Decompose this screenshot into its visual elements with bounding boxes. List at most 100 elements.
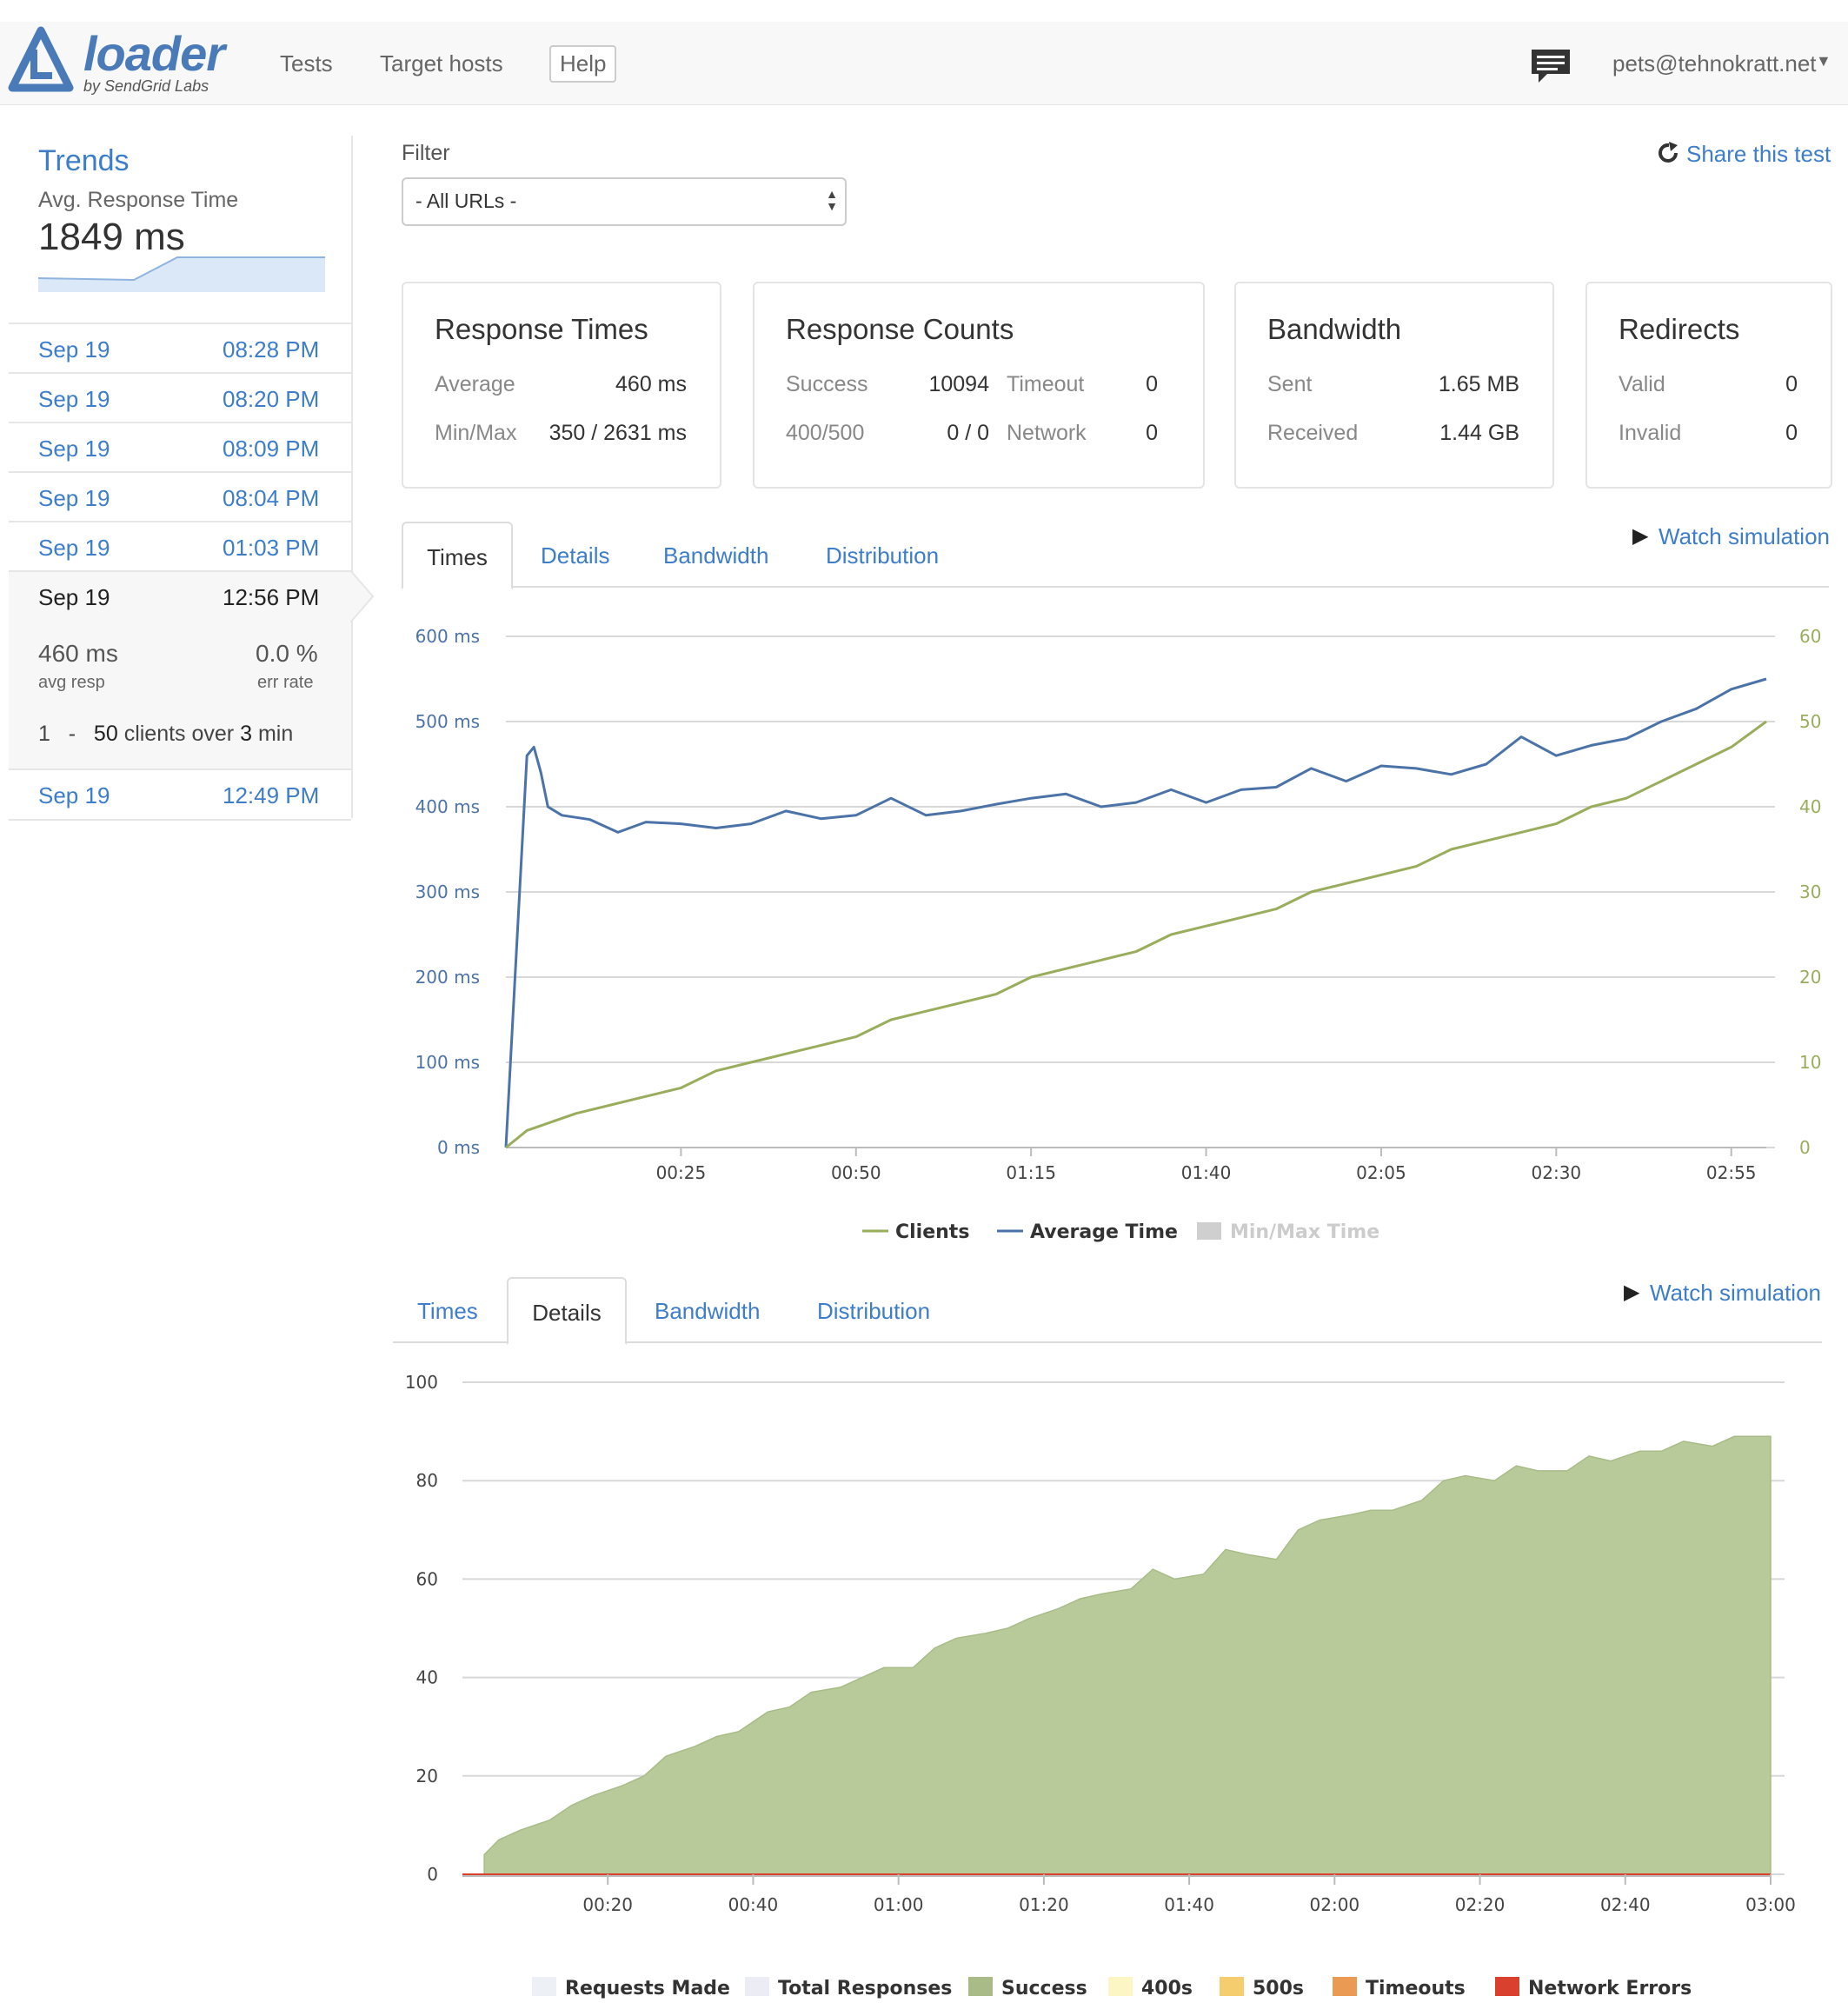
avg-resp-label: avg resp	[38, 673, 105, 692]
response-counts-box: Response Counts Success 10094 Timeout 0 …	[753, 282, 1205, 489]
y-left-tick-label: 0 ms	[437, 1137, 480, 1158]
url-filter-select[interactable]: - All URLs - ▲ ▼	[402, 177, 847, 226]
x-tick-label: 02:20	[1455, 1894, 1506, 1915]
y-left-tick-label: 600 ms	[415, 626, 480, 647]
legend-label: Clients	[895, 1221, 969, 1243]
x-tick-label: 00:25	[656, 1162, 707, 1183]
y-tick-label: 40	[416, 1667, 438, 1688]
run-row[interactable]: Sep 19 08:09 PM	[9, 422, 351, 472]
run-row[interactable]: Sep 19 12:49 PM	[9, 768, 351, 821]
play-icon[interactable]: ▶	[1624, 1281, 1640, 1304]
stat-value: 0	[1146, 421, 1158, 445]
legend-label: Network Errors	[1528, 1978, 1692, 1999]
run-time[interactable]: 08:04 PM	[223, 485, 320, 511]
play-icon[interactable]: ▶	[1632, 524, 1649, 548]
stat-label: Min/Max	[435, 421, 517, 445]
tab-bandwidth[interactable]: Bandwidth	[655, 1298, 761, 1324]
stat-label: Network	[1007, 421, 1087, 445]
legend-label: 400s	[1141, 1978, 1193, 1999]
tab-times[interactable]: Times	[402, 522, 513, 589]
y-right-tick-label: 40	[1799, 796, 1821, 817]
tab-details[interactable]: Details	[507, 1277, 627, 1345]
chat-icon[interactable]	[1528, 46, 1573, 86]
tab-distribution[interactable]: Distribution	[817, 1298, 931, 1324]
avg-response-label: Avg. Response Time	[38, 188, 239, 212]
run-row[interactable]: Sep 19 08:20 PM	[9, 372, 351, 422]
redirects-box: Redirects Valid 0 Invalid 0	[1585, 282, 1832, 489]
legend-swatch	[532, 1977, 556, 1996]
run-date[interactable]: Sep 19	[38, 485, 110, 511]
legend-swatch	[1220, 1977, 1244, 1996]
run-time[interactable]: 01:03 PM	[223, 535, 320, 561]
logo-text[interactable]: loader	[83, 26, 225, 81]
run-time[interactable]: 08:20 PM	[223, 386, 320, 412]
share-icon[interactable]	[1657, 141, 1681, 165]
user-menu[interactable]: pets@tehnokratt.net	[1612, 50, 1817, 77]
legend-label: Requests Made	[565, 1978, 730, 1999]
run-time[interactable]: 08:28 PM	[223, 336, 320, 363]
stat-label: Valid	[1619, 372, 1665, 396]
stat-title: Bandwidth	[1267, 313, 1402, 345]
selected-run: Sep 19 12:56 PM 460 ms avg resp 0.0 % er…	[9, 570, 351, 770]
nav-target-hosts[interactable]: Target hosts	[380, 50, 503, 77]
series-line-clients	[505, 720, 1767, 1149]
err-rate-label: err rate	[257, 673, 314, 692]
tab-bandwidth[interactable]: Bandwidth	[663, 542, 769, 569]
tab-details[interactable]: Details	[541, 542, 610, 569]
stat-value: 350 / 2631 ms	[548, 421, 687, 445]
x-tick-label: 00:20	[582, 1894, 633, 1915]
x-tick-label: 01:40	[1164, 1894, 1214, 1915]
tab-times[interactable]: Times	[417, 1298, 478, 1324]
run-time[interactable]: 12:49 PM	[223, 782, 320, 808]
series-area-success	[483, 1435, 1772, 1875]
trend-sparkline	[38, 256, 325, 292]
legend-label: Total Responses	[778, 1978, 952, 1999]
run-date[interactable]: Sep 19	[38, 535, 110, 561]
caret-down-icon[interactable]: ▼	[1816, 52, 1831, 70]
watch-simulation-link[interactable]: Watch simulation	[1650, 1280, 1821, 1306]
y-tick-label: 20	[416, 1766, 438, 1786]
loader-logo-icon	[8, 26, 74, 92]
stat-label: Success	[786, 372, 868, 396]
x-tick-label: 01:40	[1181, 1162, 1232, 1183]
avg-resp-value: 460 ms	[38, 640, 118, 667]
y-left-tick-label: 200 ms	[415, 967, 480, 988]
stat-label: Sent	[1267, 372, 1313, 396]
sidebar-divider	[351, 136, 353, 818]
tabs-underline	[393, 1341, 1822, 1343]
filter-label: Filter	[402, 141, 450, 165]
select-arrows-icon: ▲ ▼	[826, 187, 838, 213]
url-filter-value: - All URLs -	[415, 190, 517, 212]
y-left-tick-label: 500 ms	[415, 711, 480, 732]
x-tick-label: 02:55	[1706, 1162, 1757, 1183]
run-time[interactable]: 08:09 PM	[223, 436, 320, 462]
run-date[interactable]: Sep 19	[38, 436, 110, 462]
y-tick-label: 80	[416, 1470, 438, 1491]
legend-swatch	[1495, 1977, 1519, 1996]
y-left-tick-label: 100 ms	[415, 1052, 480, 1073]
nav-tests[interactable]: Tests	[280, 50, 333, 77]
watch-simulation-link[interactable]: Watch simulation	[1659, 523, 1830, 549]
run-date[interactable]: Sep 19	[38, 336, 110, 363]
run-date[interactable]: Sep 19	[38, 782, 110, 808]
legend-swatch	[968, 1977, 993, 1996]
run-row[interactable]: Sep 19 08:28 PM	[9, 323, 351, 373]
clients-to: 50	[93, 722, 118, 746]
legend-label: Success	[1001, 1978, 1087, 1999]
run-date[interactable]: Sep 19	[38, 386, 110, 412]
stat-title: Response Times	[435, 313, 648, 345]
legend-label: Timeouts	[1366, 1978, 1466, 1999]
run-row[interactable]: Sep 19 01:03 PM	[9, 521, 351, 571]
selected-run-date: Sep 19	[38, 584, 110, 610]
x-tick-label: 02:30	[1532, 1162, 1582, 1183]
err-rate-value: 0.0 %	[256, 640, 318, 667]
selected-run-time: 12:56 PM	[223, 584, 320, 610]
run-row[interactable]: Sep 19 08:04 PM	[9, 471, 351, 522]
share-test-link[interactable]: Share this test	[1686, 141, 1831, 167]
trends-title[interactable]: Trends	[38, 144, 130, 177]
x-tick-label: 01:15	[1006, 1162, 1056, 1183]
stat-value: 460 ms	[615, 372, 687, 396]
tab-distribution[interactable]: Distribution	[826, 542, 940, 569]
help-button[interactable]: Help	[549, 45, 617, 83]
stat-value: 10094	[928, 372, 989, 396]
